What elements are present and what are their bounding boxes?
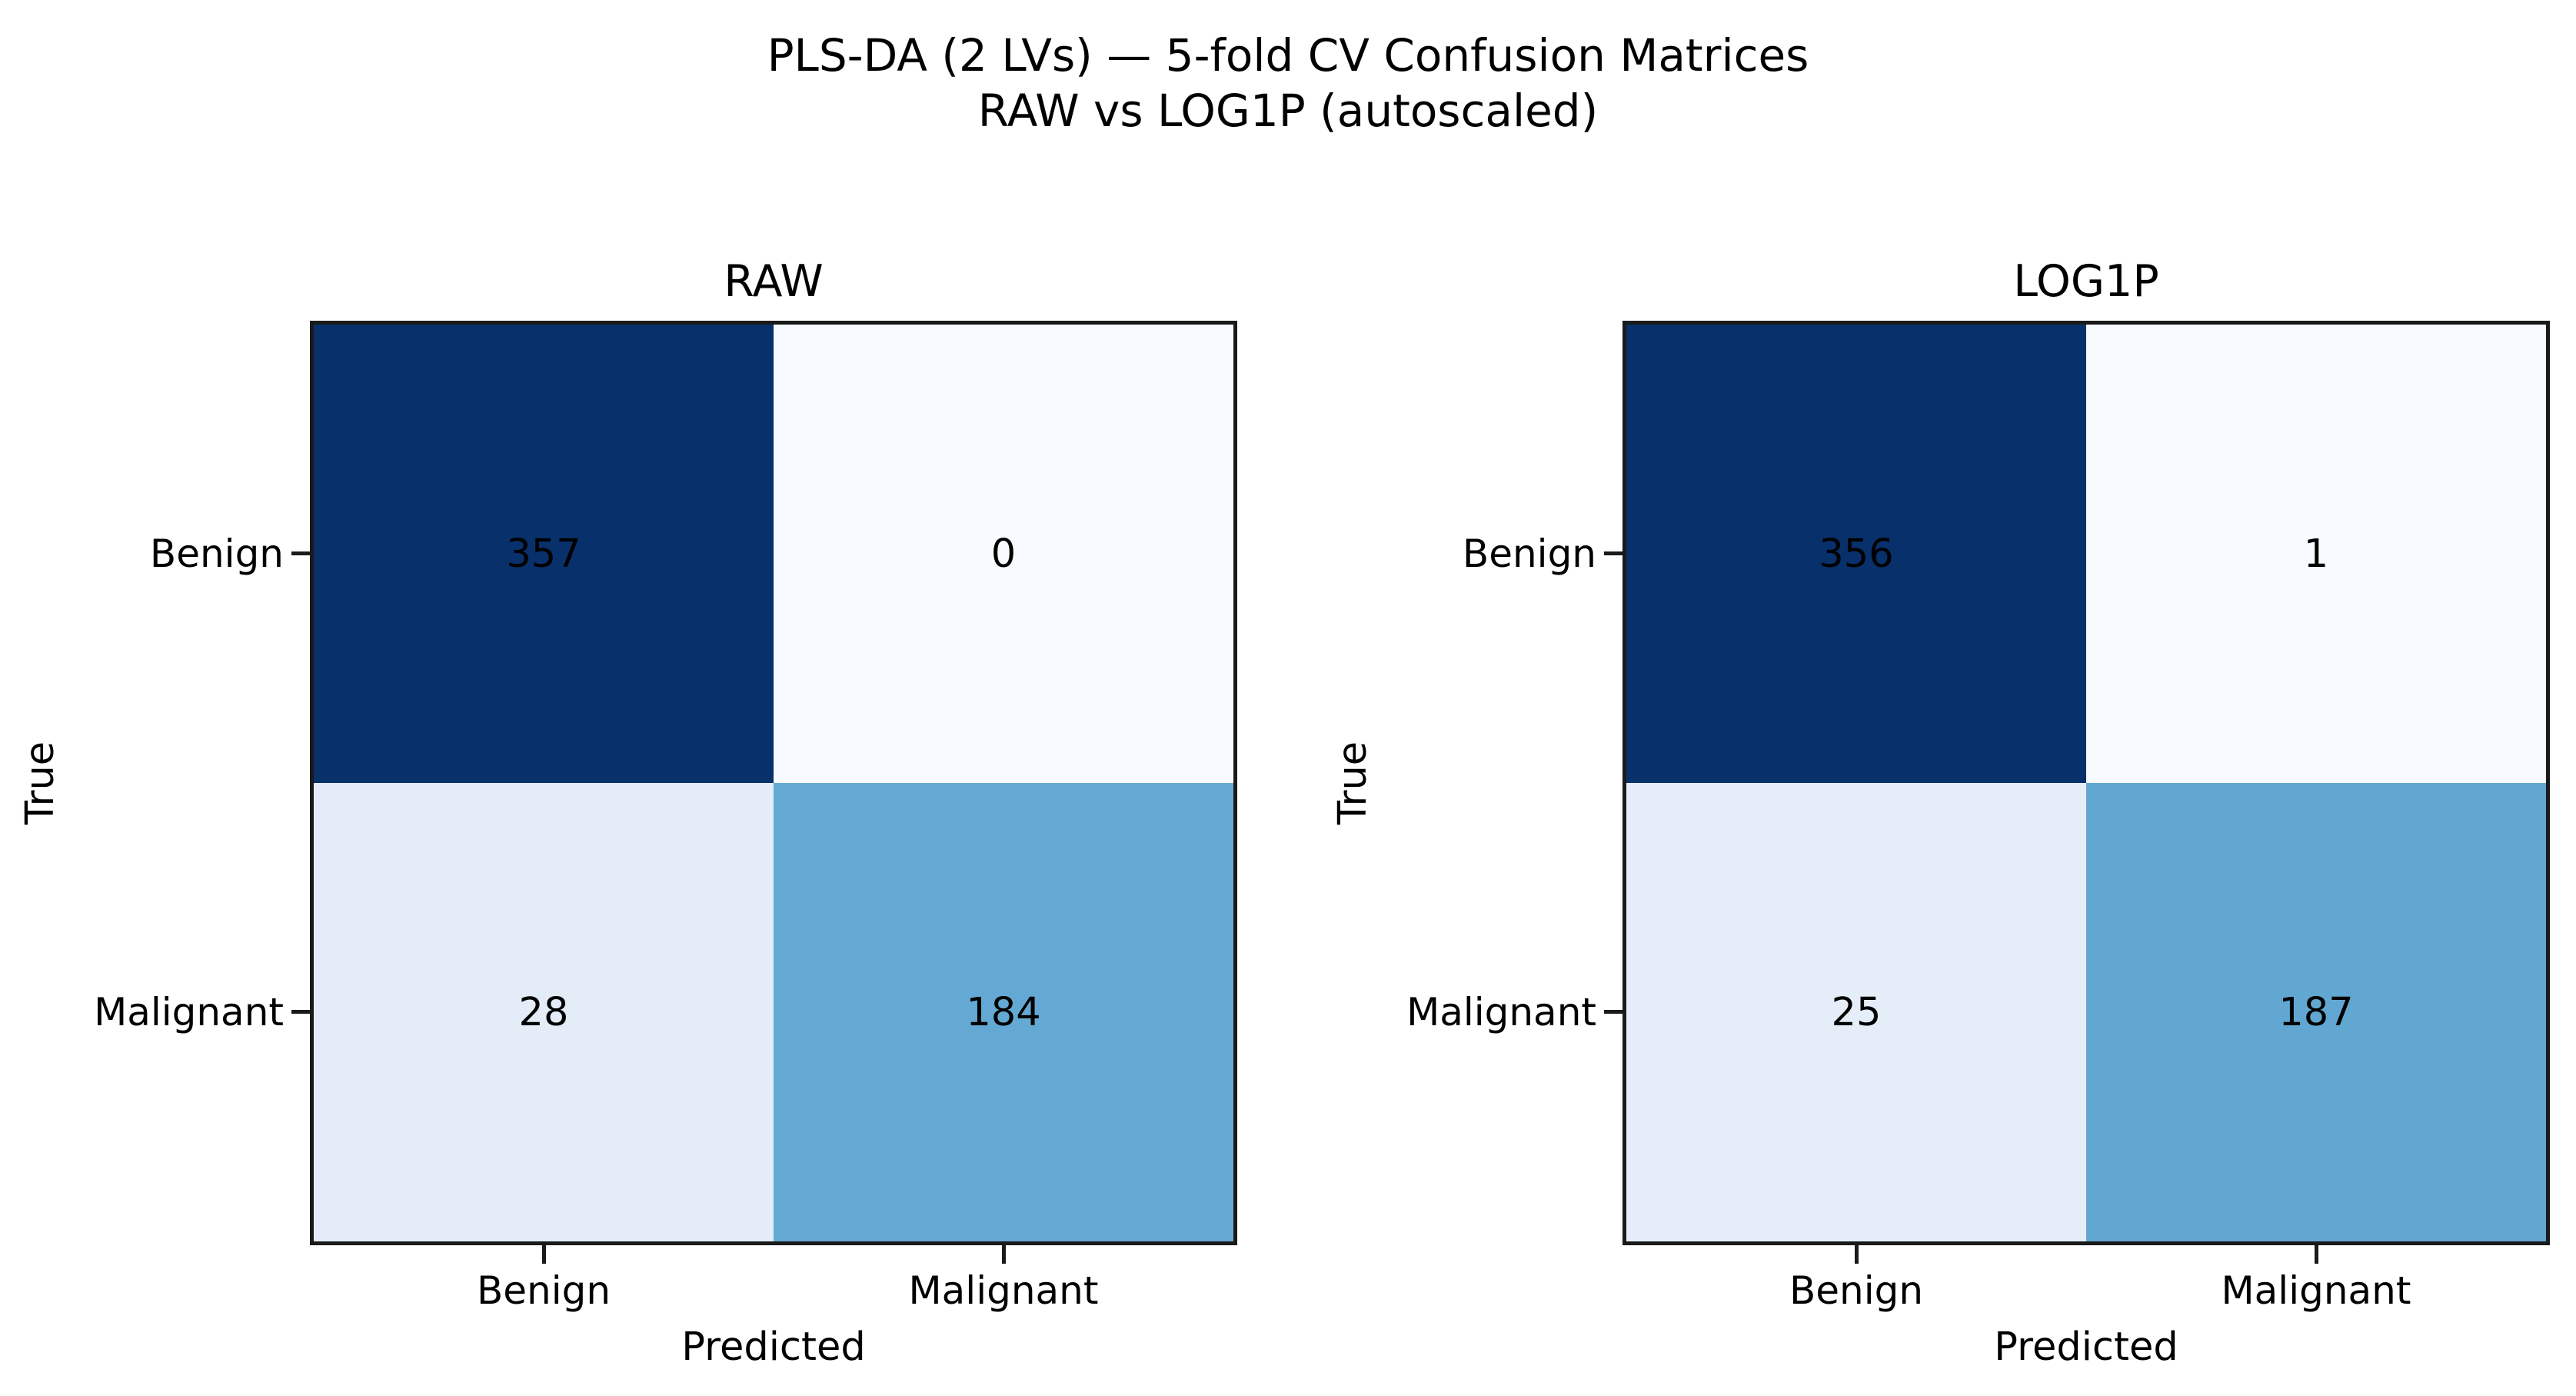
y-tick-mark bbox=[291, 551, 310, 555]
cell-value: 1 bbox=[2303, 531, 2329, 577]
subplot-title-raw: RAW bbox=[724, 256, 824, 307]
y-tick-label-raw-benign: Benign bbox=[149, 531, 284, 576]
figure-title: PLS-DA (2 LVs) — 5-fold CV Confusion Mat… bbox=[0, 28, 2576, 138]
cell-log1p-true-benign-pred-benign: 356 bbox=[1626, 325, 2086, 783]
x-tick-mark bbox=[1855, 1245, 1859, 1264]
cell-value: 356 bbox=[1819, 531, 1894, 577]
cell-raw-true-benign-pred-malignant: 0 bbox=[774, 325, 1233, 783]
cell-log1p-true-malignant-pred-malignant: 187 bbox=[2086, 783, 2546, 1241]
cell-raw-true-malignant-pred-malignant: 184 bbox=[774, 783, 1233, 1241]
y-axis-label-raw: True bbox=[18, 741, 63, 825]
figure-title-line2: RAW vs LOG1P (autoscaled) bbox=[977, 85, 1599, 137]
subplot-title-log1p: LOG1P bbox=[2013, 256, 2159, 307]
confusion-matrix-log1p: 356 1 25 187 bbox=[1622, 321, 2550, 1245]
y-tick-label-log1p-benign: Benign bbox=[1462, 531, 1596, 576]
x-tick-label-log1p-benign: Benign bbox=[1789, 1268, 1924, 1313]
cell-value: 28 bbox=[518, 989, 569, 1035]
x-tick-label-raw-malignant: Malignant bbox=[908, 1268, 1099, 1313]
y-tick-mark bbox=[1604, 1010, 1622, 1014]
x-tick-mark bbox=[1002, 1245, 1006, 1264]
figure-title-line1: PLS-DA (2 LVs) — 5-fold CV Confusion Mat… bbox=[767, 29, 1809, 82]
y-tick-mark bbox=[1604, 551, 1622, 555]
y-tick-label-raw-malignant: Malignant bbox=[94, 990, 284, 1035]
x-tick-mark bbox=[2315, 1245, 2318, 1264]
x-axis-label-log1p: Predicted bbox=[1994, 1324, 2178, 1370]
cell-value: 184 bbox=[966, 989, 1041, 1035]
cell-log1p-true-malignant-pred-benign: 25 bbox=[1626, 783, 2086, 1241]
x-tick-label-log1p-malignant: Malignant bbox=[2221, 1268, 2411, 1313]
cell-value: 187 bbox=[2278, 989, 2354, 1035]
cell-value: 25 bbox=[1831, 989, 1882, 1035]
cell-value: 0 bbox=[990, 531, 1017, 577]
x-axis-label-raw: Predicted bbox=[681, 1324, 866, 1370]
cell-log1p-true-benign-pred-malignant: 1 bbox=[2086, 325, 2546, 783]
cell-value: 357 bbox=[506, 531, 581, 577]
y-axis-label-log1p: True bbox=[1330, 741, 1376, 825]
x-tick-mark bbox=[542, 1245, 546, 1264]
cell-raw-true-benign-pred-benign: 357 bbox=[314, 325, 774, 783]
confusion-matrix-raw: 357 0 28 184 bbox=[310, 321, 1237, 1245]
cell-raw-true-malignant-pred-benign: 28 bbox=[314, 783, 774, 1241]
x-tick-label-raw-benign: Benign bbox=[476, 1268, 611, 1313]
y-tick-mark bbox=[291, 1010, 310, 1014]
y-tick-label-log1p-malignant: Malignant bbox=[1406, 990, 1596, 1035]
